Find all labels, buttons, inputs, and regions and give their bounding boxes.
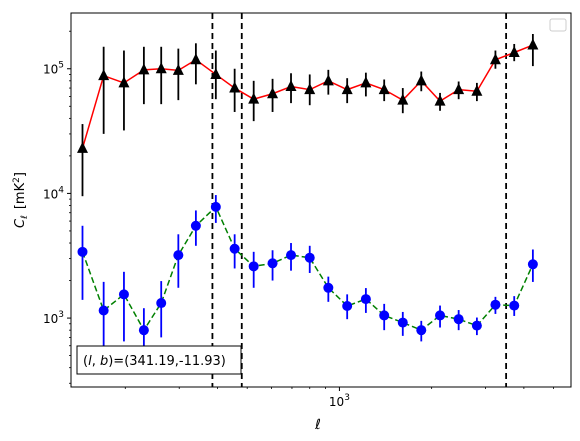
data-point	[229, 243, 240, 254]
data-point	[509, 300, 520, 311]
x-tick-label: 103	[329, 393, 350, 409]
data-point	[156, 298, 167, 309]
y-tick-base: 10	[43, 312, 58, 326]
annotation-comma: ,	[92, 354, 100, 369]
data-point	[172, 63, 184, 75]
y-label-unit-exp: 2	[12, 177, 22, 183]
data-point	[323, 282, 334, 293]
data-point	[173, 250, 184, 261]
data-point	[397, 317, 408, 328]
annotation-b: b	[100, 354, 108, 369]
series-layer	[76, 33, 539, 368]
y-label-unit-suffix: ]	[13, 172, 28, 177]
data-point	[155, 62, 167, 74]
data-point	[471, 320, 482, 331]
data-point	[138, 63, 150, 75]
data-point	[453, 83, 465, 95]
data-point	[304, 252, 315, 263]
data-point	[286, 250, 297, 261]
y-tick-label: 104	[43, 185, 64, 201]
data-point	[118, 289, 129, 300]
annotation-text: (l, b)=(341.19,-11.93)	[83, 354, 226, 369]
data-point	[435, 310, 446, 321]
data-point	[76, 141, 88, 153]
legend-box	[549, 18, 567, 32]
data-point	[490, 299, 501, 310]
data-point	[210, 67, 222, 79]
data-point	[360, 294, 371, 305]
data-point	[360, 76, 372, 88]
data-point	[397, 93, 409, 105]
y-label-unit-prefix: [mK	[13, 182, 28, 209]
y-label-main: C	[13, 218, 28, 228]
plot-frame	[70, 12, 572, 388]
data-point	[304, 83, 316, 95]
y-axis-label: Cℓ [mK2]	[12, 172, 30, 228]
annotation-rest: )=(341.19,-11.93)	[108, 354, 226, 369]
data-point	[248, 92, 260, 104]
x-tick-base: 10	[329, 395, 344, 409]
data-point	[138, 325, 149, 336]
y-tick-exp: 5	[58, 61, 64, 71]
data-point	[118, 76, 130, 88]
y-tick-exp: 3	[58, 310, 64, 320]
data-point	[341, 83, 353, 95]
data-point	[415, 74, 427, 86]
data-point	[98, 305, 109, 316]
series-1	[77, 195, 538, 368]
annotation-box: (l, b)=(341.19,-11.93)	[76, 345, 242, 375]
y-tick-base: 10	[43, 187, 58, 201]
data-point	[378, 83, 390, 95]
y-tick-label: 103	[43, 310, 64, 326]
data-point	[489, 53, 501, 65]
data-point	[267, 258, 278, 269]
data-point	[434, 94, 446, 106]
data-point	[210, 201, 221, 212]
data-point	[190, 53, 202, 65]
annotation-l: l	[88, 354, 92, 369]
data-point	[98, 69, 110, 81]
y-label-sub: ℓ	[20, 215, 30, 220]
data-point	[248, 261, 259, 272]
data-point	[267, 87, 279, 99]
data-point	[508, 46, 520, 57]
data-point	[285, 80, 297, 92]
data-point	[527, 38, 539, 50]
y-tick-base: 10	[43, 63, 58, 77]
annotation-frame	[76, 345, 242, 375]
data-point	[322, 74, 334, 86]
x-tick-exp: 3	[344, 393, 350, 403]
annotation-open: (	[83, 354, 88, 369]
y-tick-exp: 4	[58, 185, 64, 195]
data-point	[527, 259, 538, 270]
data-point	[190, 220, 201, 231]
series-0	[76, 33, 539, 197]
data-point	[416, 325, 427, 336]
data-point	[379, 310, 390, 321]
data-point	[342, 300, 353, 311]
y-axis-label-text: Cℓ [mK2]	[12, 172, 30, 228]
y-tick-label: 105	[43, 61, 64, 77]
data-point	[471, 84, 483, 96]
data-point	[229, 81, 241, 93]
x-axis-label: ℓ	[314, 417, 321, 433]
data-point	[453, 314, 464, 325]
data-point	[77, 246, 88, 257]
